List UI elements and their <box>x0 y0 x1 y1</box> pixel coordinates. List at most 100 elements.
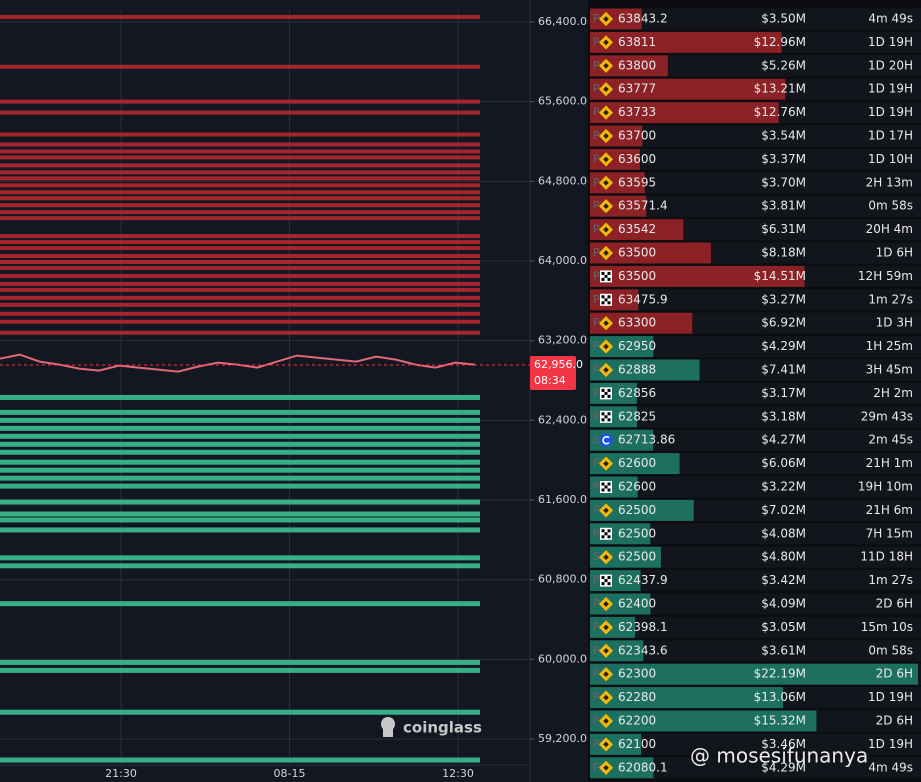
row-time: 15m 10s <box>861 620 913 634</box>
row-price: 63700 <box>618 129 656 143</box>
row-price: 63500 <box>618 246 656 260</box>
row-time: 2D 6H <box>876 667 913 681</box>
y-tick-label: 61,600.0 <box>538 493 587 506</box>
ask-bar <box>590 172 645 194</box>
bid-level <box>0 425 480 431</box>
y-tick-label: 60,000.0 <box>538 652 587 665</box>
order-book: P 63843.2 $3.50M 4m 49s P 63811 $12.96M 1D 19H P… <box>590 8 921 779</box>
ask-level <box>0 110 480 115</box>
row-bg <box>590 733 921 755</box>
ask-level <box>0 183 480 188</box>
row-amount: $3.54M <box>761 129 806 143</box>
row-price: 62343.6 <box>618 643 668 657</box>
row-bg <box>590 429 921 451</box>
row-time: 1D 19H <box>868 690 913 704</box>
row-bg <box>590 406 921 428</box>
price-line <box>0 353 476 373</box>
x-tick-label: 21:30 <box>105 767 137 780</box>
row-amount: $4.80M <box>761 550 806 564</box>
logo-icon <box>381 717 395 731</box>
row-amount: $3.81M <box>761 199 806 213</box>
row-time: 29m 43s <box>861 409 913 423</box>
row-time: 1D 19H <box>868 82 913 96</box>
okx-icon-cell <box>601 412 605 416</box>
chart-bg <box>0 0 588 782</box>
row-prefix: P <box>593 597 600 610</box>
row-time: 12H 59m <box>858 269 913 283</box>
bid-bar <box>590 453 680 475</box>
row-price: 62500 <box>618 526 656 540</box>
row-time: 1D 19H <box>868 737 913 751</box>
bid-level <box>0 449 480 455</box>
binance-icon-core <box>603 179 609 186</box>
row-prefix: P <box>593 620 600 633</box>
row-price: 63800 <box>618 58 656 72</box>
row-time: 4m 49s <box>868 760 913 774</box>
row-price: 63777 <box>618 82 656 96</box>
ask-level <box>0 64 480 69</box>
bid-level <box>0 417 480 423</box>
ask-level <box>0 254 480 259</box>
countdown-label: 08:34 <box>534 374 566 387</box>
okx-icon-cell <box>607 576 611 580</box>
coinbase-icon <box>599 433 613 447</box>
row-prefix: P <box>593 199 600 212</box>
ask-bar <box>590 31 782 53</box>
okx-icon-cell <box>601 582 605 586</box>
y-tick-label: 59,200.0 <box>538 732 587 745</box>
binance-icon-core <box>603 718 609 724</box>
bid-bar <box>590 359 700 381</box>
row-amount: $6.31M <box>761 222 806 236</box>
y-tick-label: 63,200.0 <box>538 334 587 347</box>
logo-icon <box>383 729 393 737</box>
row-price: 63571.4 <box>618 199 668 213</box>
bid-bar <box>590 640 644 662</box>
row-time: 11D 18H <box>860 550 913 564</box>
row-amount: $3.42M <box>761 573 806 587</box>
binance-icon-core <box>603 624 609 631</box>
row-time: 21H 6m <box>866 503 913 517</box>
okx-icon-cell <box>601 394 605 398</box>
image-watermark: @ mosesifunanya <box>690 744 868 768</box>
row-prefix: P <box>593 106 600 119</box>
bid-level <box>0 555 480 561</box>
row-prefix: P <box>593 691 600 704</box>
binance-icon-core <box>603 320 609 327</box>
okx-icon-cell <box>607 301 611 305</box>
row-prefix: P <box>593 644 600 657</box>
row-bg <box>590 8 921 30</box>
row-time: 1D 10H <box>868 152 913 166</box>
row-prefix: P <box>593 527 600 540</box>
row-bg <box>590 125 921 147</box>
row-time: 1D 6H <box>876 246 913 260</box>
row-prefix: P <box>593 737 600 750</box>
row-price: 62713.86 <box>618 433 675 447</box>
row-amount: $13.21M <box>754 82 806 96</box>
binance-icon-core <box>603 647 609 654</box>
binance-icon-core <box>603 133 609 139</box>
ask-level <box>0 287 480 292</box>
row-prefix: P <box>593 503 600 516</box>
row-bg <box>590 476 921 498</box>
row-amount: $6.06M <box>761 456 806 470</box>
row-time: 1m 27s <box>868 573 913 587</box>
bid-level <box>0 441 480 447</box>
row-price: 62080.1 <box>618 760 668 774</box>
y-tick-label: 64,000.0 <box>538 254 587 267</box>
ask-bar <box>590 102 779 124</box>
row-time: 1D 17H <box>868 129 913 143</box>
row-prefix: P <box>593 152 600 165</box>
bid-level <box>0 709 480 715</box>
row-price: 63811 <box>618 35 656 49</box>
ask-level <box>0 155 480 160</box>
row-prefix: P <box>593 480 600 493</box>
row-bg <box>590 757 921 779</box>
okx-icon-cell <box>607 394 611 398</box>
row-price: 62888 <box>618 363 656 377</box>
bid-level <box>0 433 480 439</box>
row-prefix: P <box>593 340 600 353</box>
okx-icon-cell <box>601 488 605 492</box>
row-time: 1D 19H <box>868 35 913 49</box>
row-prefix: P <box>593 410 600 423</box>
